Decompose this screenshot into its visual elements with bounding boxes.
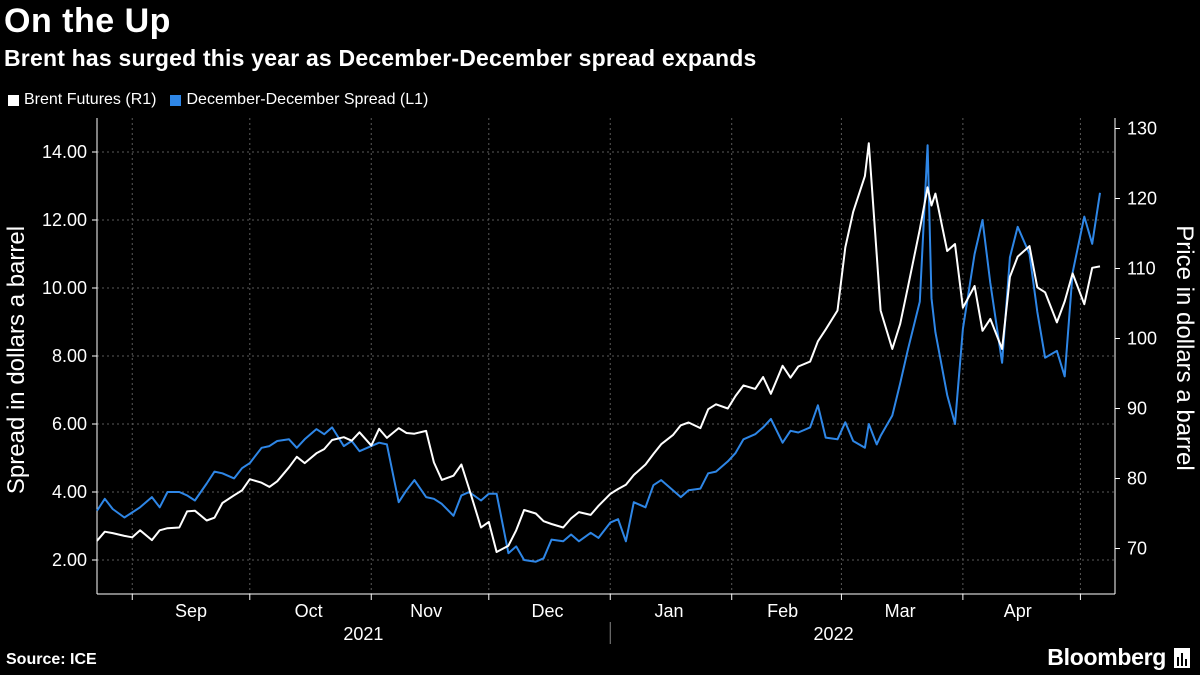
y-left-tick-label: 10.00 bbox=[42, 278, 87, 298]
series-lines bbox=[96, 142, 1101, 563]
series-line-brent bbox=[96, 142, 1101, 553]
x-month-label: Nov bbox=[410, 601, 442, 621]
x-month-label: Feb bbox=[767, 601, 798, 621]
y-left-tick-label: 4.00 bbox=[52, 482, 87, 502]
y-right-tick-label: 90 bbox=[1127, 399, 1147, 419]
x-year-label: 2022 bbox=[814, 624, 854, 644]
legend-item-brent: Brent Futures (R1) bbox=[8, 91, 156, 109]
grid-lines bbox=[97, 118, 1115, 594]
y-left-axis-title: Spread in dollars a barrel bbox=[3, 226, 30, 494]
y-right-tick-label: 70 bbox=[1127, 539, 1147, 559]
y-left-tick-label: 14.00 bbox=[42, 142, 87, 162]
y-left-tick-label: 12.00 bbox=[42, 210, 87, 230]
y-right-tick-label: 80 bbox=[1127, 469, 1147, 489]
legend-label-brent: Brent Futures (R1) bbox=[24, 91, 157, 108]
chart-subtitle: Brent has surged this year as December-D… bbox=[4, 45, 757, 71]
axis-labels: 2.00 4.00 6.00 8.00 10.00 12.00 14.00 70 80 90 100… bbox=[3, 119, 1198, 645]
bloomberg-logo-icon bbox=[1174, 647, 1190, 668]
x-month-label: Jan bbox=[655, 601, 684, 621]
y-right-tick-label: 100 bbox=[1127, 329, 1157, 349]
y-left-tick-label: 2.00 bbox=[52, 550, 87, 570]
series-line-spread bbox=[96, 144, 1101, 563]
brand-name: Bloomberg bbox=[1047, 644, 1166, 670]
y-right-tick-label: 120 bbox=[1127, 189, 1157, 209]
x-month-label: Dec bbox=[532, 601, 564, 621]
legend-swatch-spread bbox=[170, 94, 182, 106]
legend: Brent Futures (R1) December-December Spr… bbox=[8, 91, 442, 109]
y-right-tick-label: 110 bbox=[1127, 259, 1156, 279]
chart-title: On the Up bbox=[4, 2, 171, 40]
y-right-tick-label: 130 bbox=[1127, 119, 1157, 139]
source-note: Source: ICE bbox=[6, 651, 97, 668]
x-month-label: Sep bbox=[175, 601, 207, 621]
y-right-axis-title: Price in dollars a barrel bbox=[1171, 225, 1198, 470]
legend-swatch-brent bbox=[8, 94, 19, 106]
x-month-label: Mar bbox=[885, 601, 916, 621]
y-left-tick-label: 8.00 bbox=[52, 346, 87, 366]
y-left-tick-label: 6.00 bbox=[52, 414, 87, 434]
x-month-label: Oct bbox=[295, 601, 323, 621]
brand-mark: Bloomberg bbox=[1047, 644, 1190, 671]
x-year-label: 2021 bbox=[343, 624, 383, 644]
x-month-label: Apr bbox=[1004, 601, 1032, 621]
axes bbox=[92, 118, 1120, 644]
legend-label-spread: December-December Spread (L1) bbox=[186, 91, 429, 108]
legend-item-spread: December-December Spread (L1) bbox=[170, 91, 428, 109]
